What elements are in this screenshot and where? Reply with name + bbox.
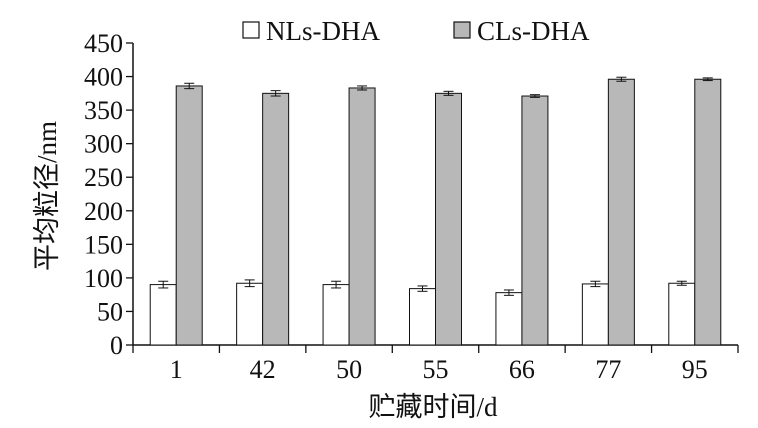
legend-label-nls-dha: NLs-DHA — [266, 16, 380, 46]
x-tick-label-77: 77 — [595, 355, 621, 384]
bar-cls-dha-50 — [348, 87, 376, 346]
bar-cls-dha-95 — [694, 78, 722, 346]
bar-cls-dha-66 — [521, 95, 549, 346]
bar-nls-dha-55 — [409, 288, 436, 346]
legend-label-cls-dha: CLs-DHA — [477, 16, 590, 46]
x-tick-label-1: 1 — [170, 355, 183, 384]
x-tick-label-42: 42 — [250, 355, 276, 384]
bar-cls-dha-1 — [175, 85, 203, 346]
legend-swatch-cls-dha — [453, 21, 471, 39]
y-tick-label-200: 200 — [84, 197, 123, 226]
bar-nls-dha-50 — [322, 284, 350, 346]
plot-area: 0 50 100 150 200 250 300 350 400 450 1 42 50 55 66 77 95 — [84, 29, 739, 384]
y-tick-label-0: 0 — [110, 331, 123, 360]
y-tick-label-300: 300 — [84, 130, 123, 159]
legend: NLs-DHA CLs-DHA — [242, 16, 590, 46]
bar-cls-dha-55 — [435, 92, 462, 346]
legend-swatch-nls-dha — [242, 21, 260, 39]
bar-cls-dha-42 — [262, 92, 290, 346]
bar-nls-dha-1 — [149, 284, 177, 346]
y-tick-label-350: 350 — [84, 96, 123, 125]
bar-cls-dha-77 — [607, 78, 635, 346]
y-tick-label-400: 400 — [84, 63, 123, 92]
x-tick-label-50: 50 — [336, 355, 362, 384]
x-axis-title: 贮藏时间/d — [368, 392, 498, 422]
bar-nls-dha-95 — [668, 282, 696, 346]
y-tick-label-50: 50 — [97, 297, 123, 326]
x-tick-label-55: 55 — [423, 355, 449, 384]
x-tick-label-95: 95 — [682, 355, 708, 384]
y-tick-label-100: 100 — [84, 264, 123, 293]
x-tick-label-66: 66 — [509, 355, 535, 384]
bar-nls-dha-77 — [581, 283, 609, 346]
y-tick-label-250: 250 — [84, 163, 123, 192]
y-axis-title: 平均粒径/nm — [32, 121, 62, 271]
bar-nls-dha-66 — [495, 292, 523, 346]
y-tick-label-150: 150 — [84, 230, 123, 259]
y-tick-label-450: 450 — [84, 29, 123, 58]
bar-nls-dha-42 — [236, 282, 264, 346]
